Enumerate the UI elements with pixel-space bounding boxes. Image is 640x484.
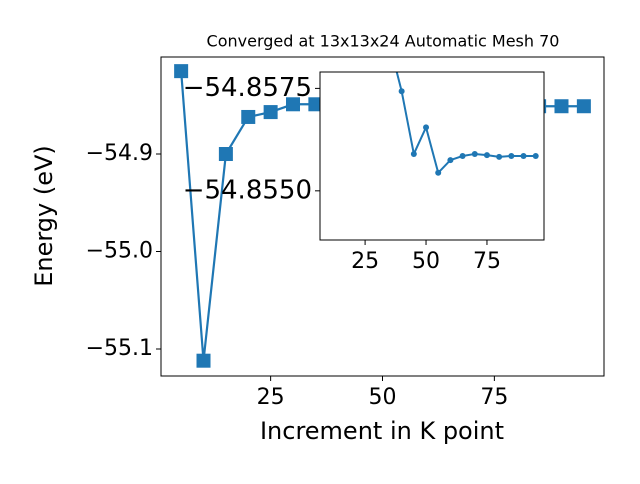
marker xyxy=(447,157,454,164)
marker xyxy=(286,97,301,112)
marker xyxy=(508,153,515,159)
marker xyxy=(241,109,256,124)
y-tick-label: −55.0 xyxy=(86,239,153,264)
x-tick-label: 25 xyxy=(257,385,285,410)
marker xyxy=(218,147,233,162)
marker xyxy=(196,353,211,368)
marker xyxy=(435,169,442,176)
marker xyxy=(263,105,278,120)
x-tick-label: 25 xyxy=(351,249,379,274)
marker xyxy=(459,153,466,159)
marker xyxy=(483,152,490,159)
x-tick-label: 50 xyxy=(412,249,440,274)
x-tick-label: 75 xyxy=(473,249,501,274)
marker xyxy=(423,124,430,131)
x-tick-label: 75 xyxy=(480,385,508,410)
y-tick-label: −54.9 xyxy=(86,141,153,166)
marker xyxy=(576,99,591,114)
y-tick-label: −54.8550 xyxy=(183,175,312,205)
plot-area xyxy=(395,72,539,176)
chart-title: Converged at 13x13x24 Automatic Mesh 70 xyxy=(207,32,560,51)
x-axis-label: Increment in K point xyxy=(260,417,504,445)
x-tick-label: 50 xyxy=(369,385,397,410)
y-tick-label: −55.1 xyxy=(86,336,153,361)
marker xyxy=(496,153,503,160)
marker xyxy=(308,97,323,112)
marker xyxy=(410,150,417,157)
y-tick-label: −54.8575 xyxy=(183,73,312,103)
marker xyxy=(471,150,478,157)
marker xyxy=(174,64,189,79)
marker xyxy=(554,99,569,114)
marker xyxy=(398,88,405,95)
y-axis-label: Energy (eV) xyxy=(30,145,58,287)
axes-frame xyxy=(319,71,545,241)
marker xyxy=(532,153,539,159)
marker xyxy=(520,153,527,159)
